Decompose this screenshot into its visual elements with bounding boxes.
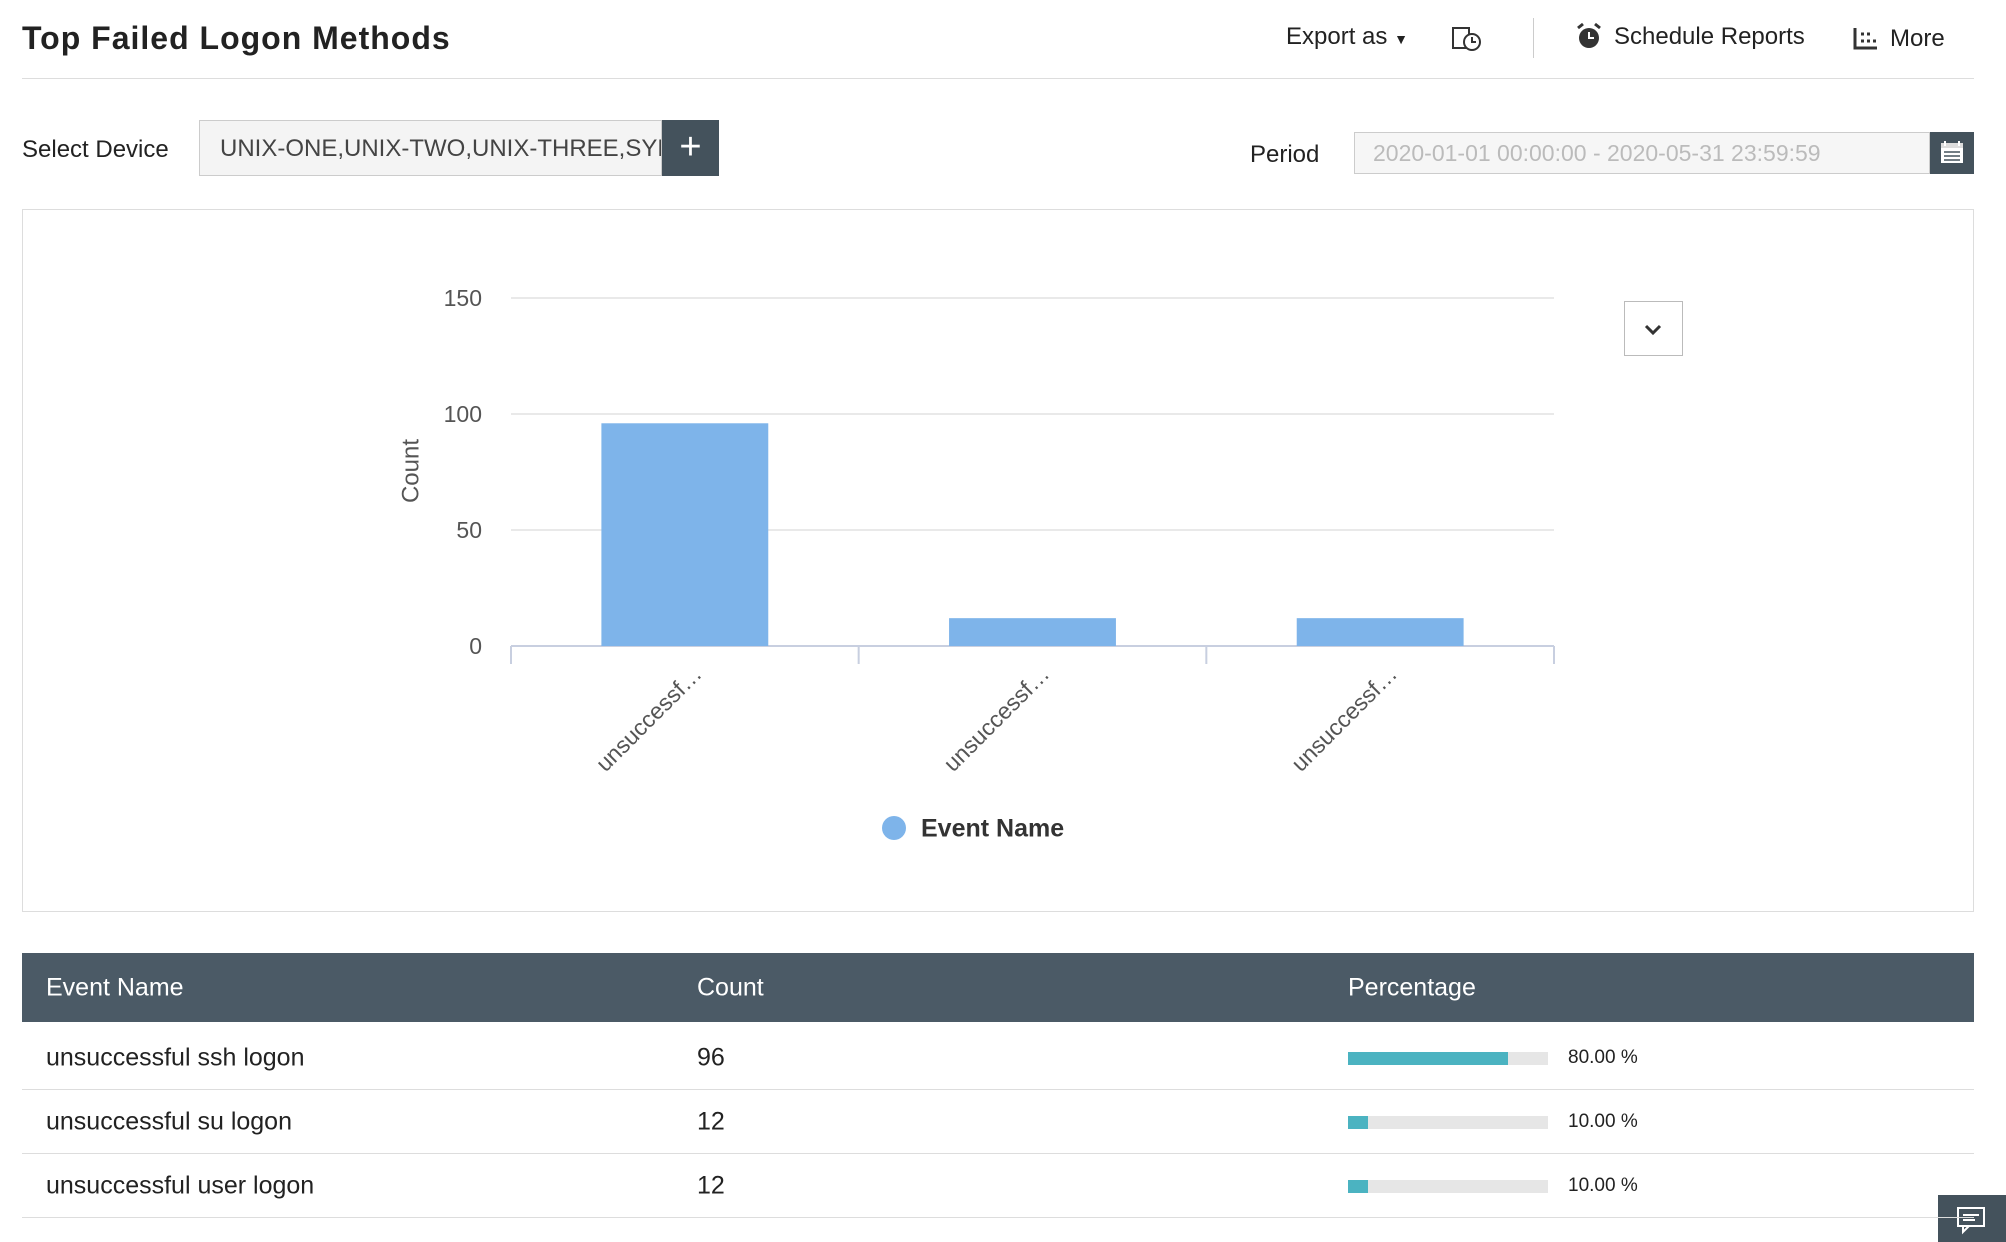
schedule-icon[interactable] bbox=[1451, 25, 1483, 53]
percentage-bar bbox=[1348, 1116, 1368, 1129]
event-name-cell: unsuccessful user logon bbox=[46, 1171, 315, 1200]
device-label: Select Device bbox=[22, 136, 169, 163]
period-input[interactable]: 2020-01-01 00:00:00 - 2020-05-31 23:59:5… bbox=[1354, 132, 1930, 174]
bar bbox=[601, 423, 769, 646]
y-tick-label: 150 bbox=[444, 285, 482, 311]
page-title: Top Failed Logon Methods bbox=[22, 20, 451, 56]
chart-menu-button[interactable] bbox=[1624, 301, 1683, 356]
x-tick-label: unsuccessf… bbox=[1286, 660, 1402, 776]
period-value: 2020-01-01 00:00:00 - 2020-05-31 23:59:5… bbox=[1373, 140, 1821, 166]
period-label: Period bbox=[1250, 141, 1320, 168]
column-header: Event Name bbox=[46, 973, 184, 1002]
y-tick-label: 100 bbox=[444, 401, 482, 427]
count-cell: 96 bbox=[697, 1043, 725, 1072]
export-label: Export as bbox=[1286, 23, 1388, 50]
bar bbox=[949, 618, 1116, 646]
row-divider bbox=[22, 1153, 1974, 1154]
calendar-button[interactable] bbox=[1930, 132, 1974, 174]
add-device-button[interactable]: + bbox=[662, 120, 719, 176]
device-value: UNIX-ONE,UNIX-TWO,UNIX-THREE,SYM bbox=[220, 135, 662, 162]
device-input[interactable]: UNIX-ONE,UNIX-TWO,UNIX-THREE,SYM bbox=[199, 120, 662, 176]
chat-button[interactable] bbox=[1938, 1195, 2006, 1242]
percentage-label: 10.00 % bbox=[1568, 1175, 1638, 1196]
percentage-bar bbox=[1348, 1052, 1508, 1065]
count-cell: 12 bbox=[697, 1171, 725, 1200]
y-tick-label: 0 bbox=[469, 633, 482, 659]
event-name-cell: unsuccessful ssh logon bbox=[46, 1043, 305, 1072]
table-header bbox=[22, 953, 1974, 1022]
y-axis-label: Count bbox=[397, 439, 424, 503]
event-name-cell: unsuccessful su logon bbox=[46, 1107, 292, 1136]
row-divider bbox=[22, 1089, 1974, 1090]
column-header: Count bbox=[697, 973, 764, 1002]
chart-panel bbox=[22, 209, 1974, 912]
percentage-label: 80.00 % bbox=[1568, 1047, 1638, 1068]
header-divider bbox=[22, 78, 1974, 79]
row-divider bbox=[22, 1217, 1974, 1218]
x-tick-label: unsuccessf… bbox=[591, 660, 707, 776]
more-icon bbox=[1853, 28, 1877, 50]
export-button[interactable]: Export as ▼ bbox=[1286, 25, 1408, 49]
percentage-track bbox=[1348, 1180, 1548, 1193]
percentage-bar bbox=[1348, 1180, 1368, 1193]
toolbar-separator bbox=[1533, 18, 1534, 58]
x-tick-label: unsuccessf… bbox=[938, 660, 1054, 776]
y-tick-label: 50 bbox=[456, 517, 482, 543]
percentage-track bbox=[1348, 1116, 1548, 1129]
bar bbox=[1296, 618, 1464, 646]
more-button[interactable]: More bbox=[1890, 25, 1945, 52]
caret: ▼ bbox=[1394, 31, 1408, 47]
schedule-reports[interactable]: Schedule Reports bbox=[1614, 23, 1805, 50]
legend-marker bbox=[882, 816, 906, 840]
count-cell: 12 bbox=[697, 1107, 725, 1136]
column-header: Percentage bbox=[1348, 973, 1476, 1002]
alarm-icon bbox=[1577, 22, 1601, 48]
legend-label: Event Name bbox=[921, 815, 1064, 843]
percentage-label: 10.00 % bbox=[1568, 1111, 1638, 1132]
